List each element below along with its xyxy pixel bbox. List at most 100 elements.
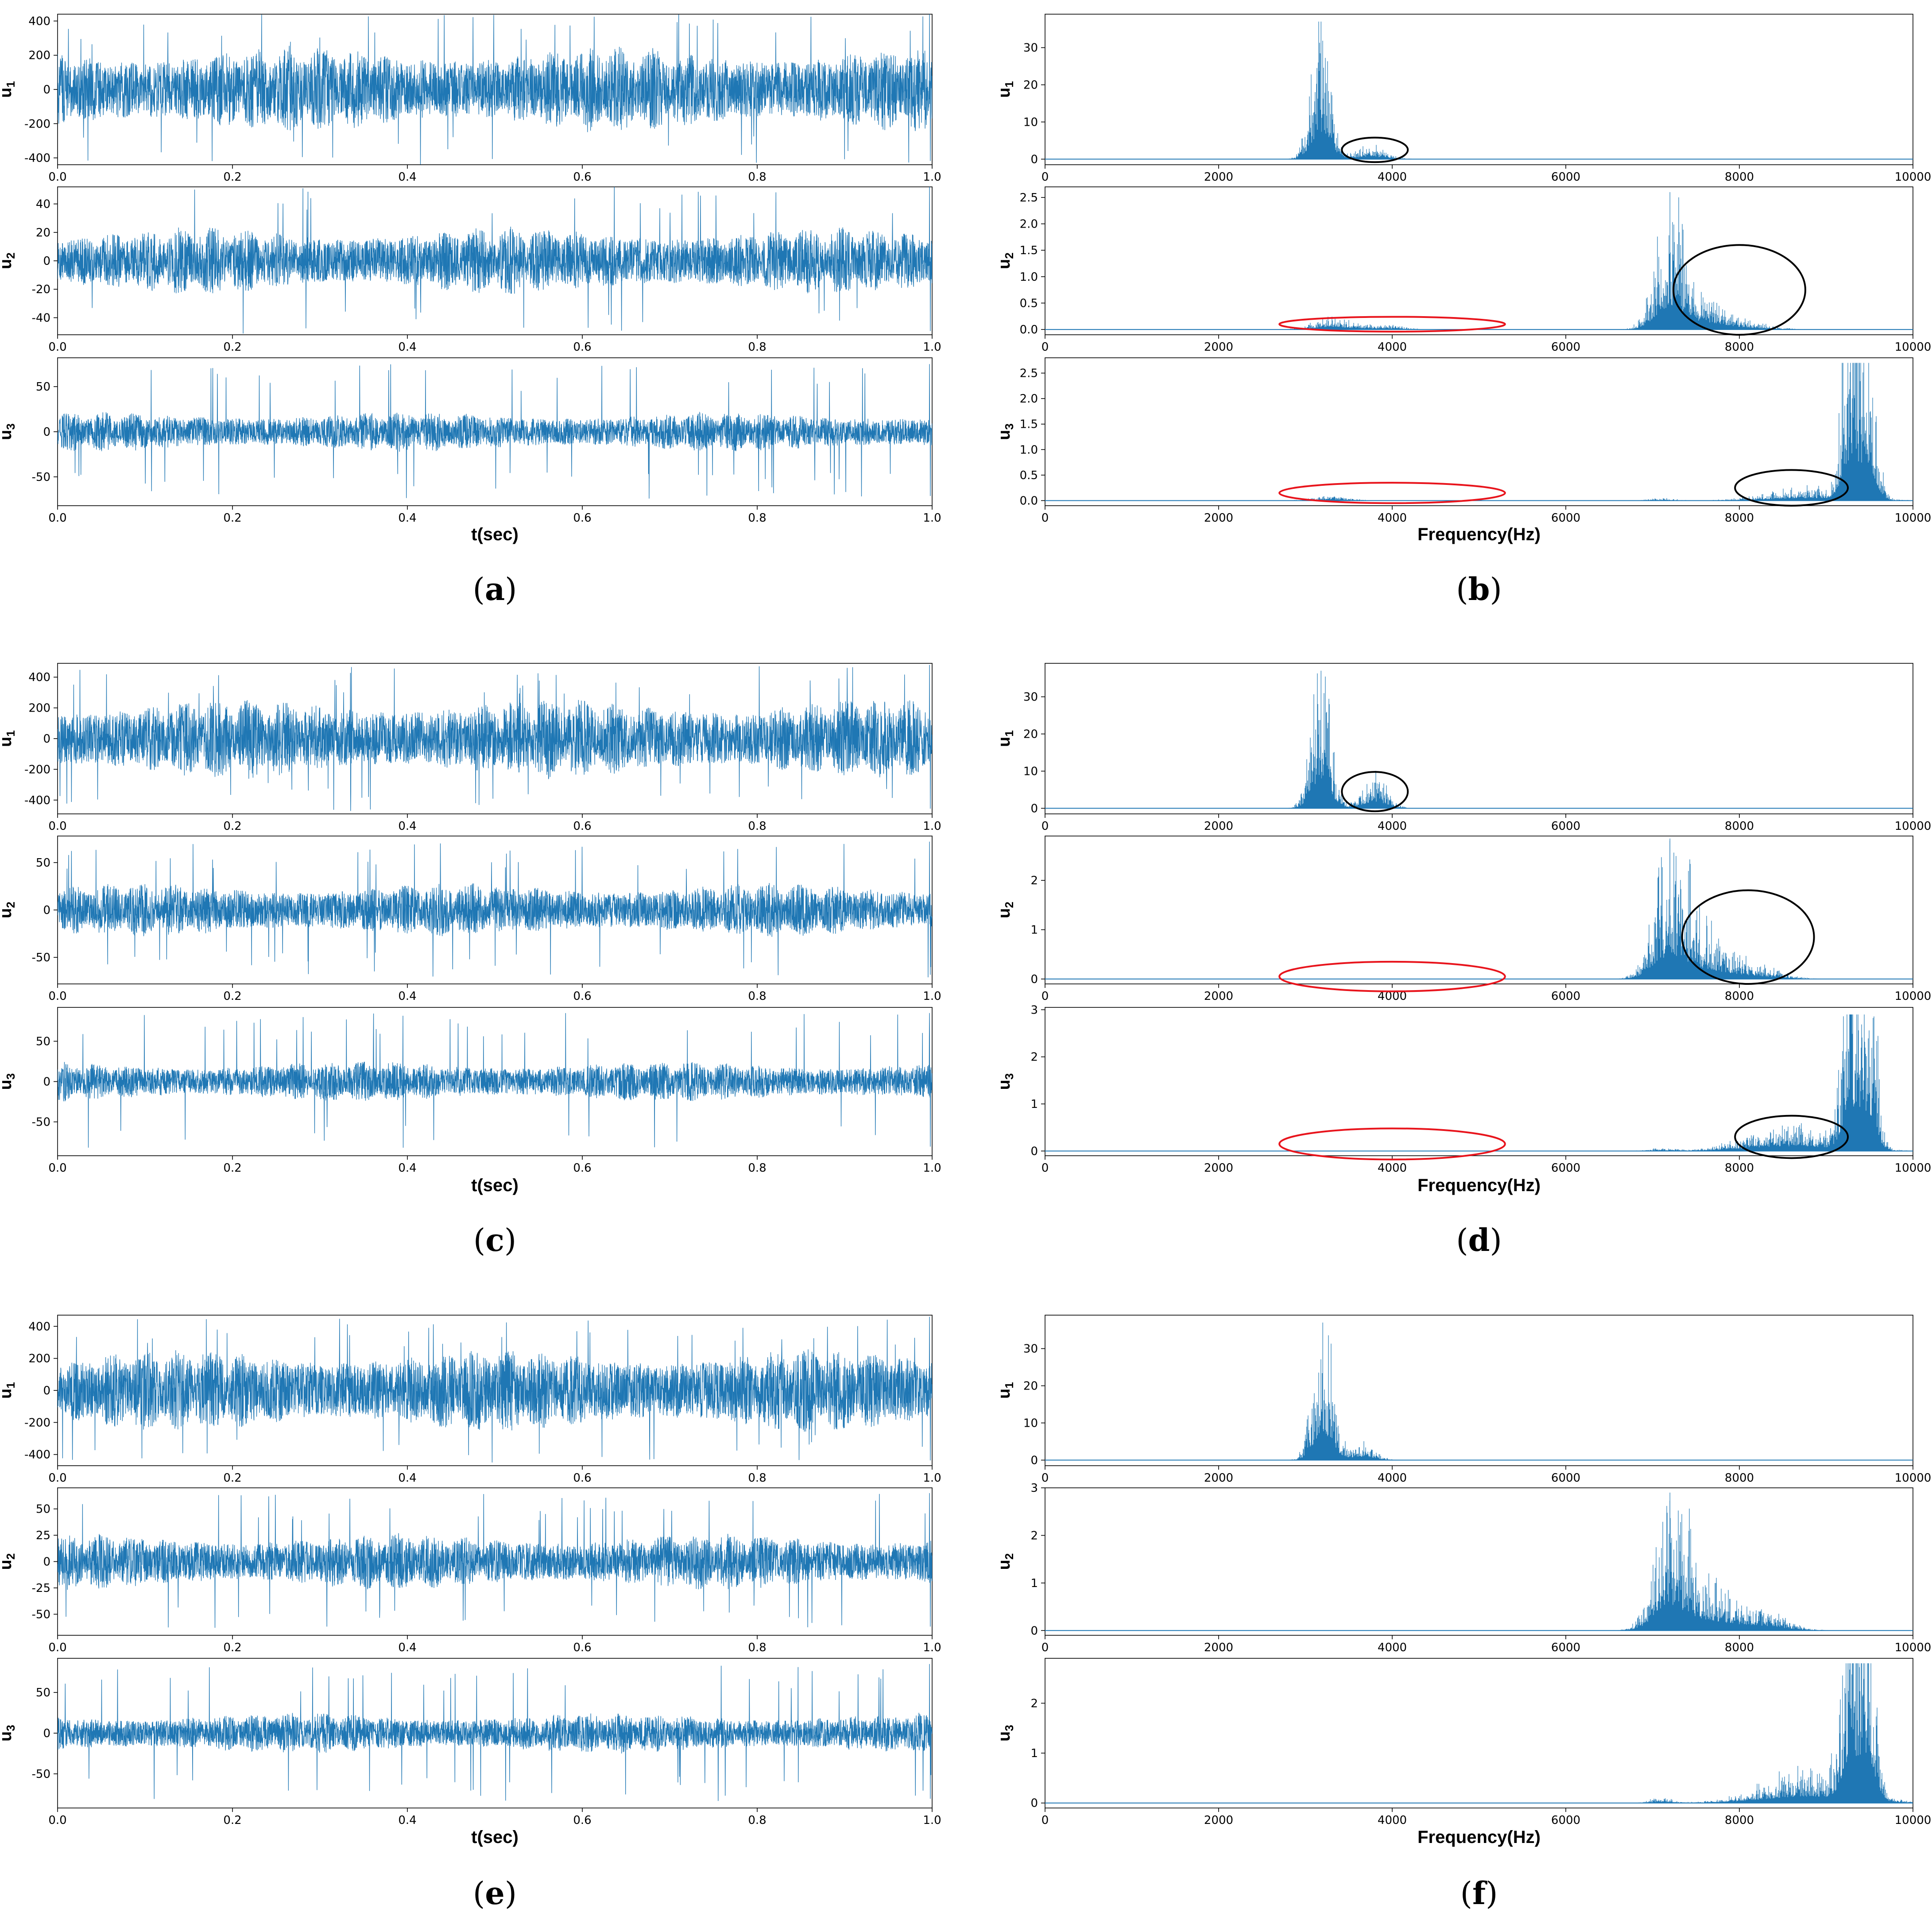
- x-tick-label: 2000: [1204, 1161, 1233, 1175]
- y-tick-label: 400: [28, 1320, 50, 1333]
- x-tick-label: 2000: [1204, 511, 1233, 525]
- panel-a-u1: -400 -200 0 200 400 0.0 0.2 0.4 0.6 0.8 1.0 u1: [0, 14, 941, 184]
- y-tick-label: 1: [1030, 1098, 1038, 1111]
- y-tick-label: 0: [1030, 1797, 1038, 1810]
- x-tick-label: 0.4: [398, 1161, 416, 1175]
- x-tick-label: 0: [1041, 511, 1049, 525]
- x-tick-label: 0.6: [573, 990, 591, 1003]
- y-tick-label: 1: [1030, 924, 1038, 937]
- x-tick-label: 8000: [1725, 990, 1754, 1003]
- black-annotation-ellipse: [1673, 244, 1806, 336]
- x-tick-label: 0.4: [398, 1814, 416, 1827]
- red-annotation-ellipse: [1278, 960, 1506, 992]
- x-tick-label: 4000: [1378, 341, 1407, 354]
- y-tick-label: 200: [28, 702, 50, 715]
- black-annotation-ellipse: [1681, 889, 1815, 985]
- x-tick-label: 0.0: [48, 1471, 66, 1485]
- x-tick-label: 0.8: [748, 820, 766, 833]
- y-tick-label: 50: [36, 1035, 50, 1048]
- y-tick-label: 0: [43, 255, 50, 268]
- y-tick-label: 1.0: [1020, 443, 1038, 457]
- y-axis-label: u2: [995, 1553, 1016, 1570]
- x-tick-label: 8000: [1725, 511, 1754, 525]
- x-tick-label: 10000: [1895, 820, 1932, 833]
- axes-frame: [1045, 1315, 1913, 1466]
- spectrum-line: [1599, 1492, 1859, 1631]
- y-axis-label: u3: [995, 1073, 1016, 1090]
- x-tick-label: 10000: [1895, 1814, 1932, 1827]
- y-axis-label: u1: [0, 730, 17, 747]
- x-tick-label: 4000: [1378, 820, 1407, 833]
- axes-frame: [1045, 1658, 1913, 1808]
- y-tick-label: -50: [32, 471, 50, 484]
- y-axis-label: u3: [995, 1725, 1016, 1742]
- y-tick-label: -20: [32, 283, 50, 296]
- caption-f: (f): [1460, 1875, 1498, 1912]
- x-tick-label: 2000: [1204, 1641, 1233, 1654]
- y-tick-label: 400: [28, 15, 50, 28]
- y-tick-label: 50: [36, 380, 50, 394]
- x-tick-label: 2000: [1204, 170, 1233, 184]
- x-tick-label: 10000: [1895, 170, 1932, 184]
- caption-d: (d): [1456, 1222, 1502, 1258]
- y-tick-label: -40: [32, 311, 50, 325]
- y-tick-label: 50: [36, 856, 50, 870]
- y-tick-label: 0.0: [1020, 323, 1038, 337]
- y-axis-label: u2: [995, 902, 1016, 918]
- panel-a-u3: -50 0 50 0.0 0.2 0.4 0.6 0.8 1.0 u3: [0, 357, 941, 525]
- spectrum-line: [1629, 1663, 1913, 1803]
- x-tick-label: 0.2: [223, 820, 241, 833]
- signal-line: [58, 187, 932, 334]
- y-tick-label: 0: [1030, 1624, 1038, 1638]
- x-tick-label: 0.6: [573, 341, 591, 354]
- signal-line: [58, 1013, 932, 1148]
- x-tick-label: 4000: [1378, 1471, 1407, 1485]
- spectrum-line: [1269, 192, 1835, 330]
- red-annotation-ellipse: [1278, 482, 1506, 504]
- x-tick-label: 0.4: [398, 170, 416, 184]
- y-tick-label: 0: [43, 732, 50, 746]
- x-tick-label: 0.6: [573, 1161, 591, 1175]
- y-tick-label: 0.5: [1020, 297, 1038, 310]
- x-tick-label: 0.8: [748, 1641, 766, 1654]
- y-axis-label: u2: [995, 252, 1016, 269]
- y-axis-label: u2: [0, 252, 17, 269]
- x-axis-label-c: t(sec): [471, 1176, 519, 1195]
- y-tick-label: 1: [1030, 1577, 1038, 1590]
- y-tick-label: 0: [1030, 973, 1038, 986]
- x-tick-label: 8000: [1725, 1161, 1754, 1175]
- y-tick-label: 2.0: [1020, 218, 1038, 231]
- panel-f-u2: 0 1 2 3 0 2000 4000 6000 8000 10000 u2: [995, 1482, 1931, 1654]
- x-tick-label: 6000: [1551, 511, 1580, 525]
- x-tick-label: 8000: [1725, 1641, 1754, 1654]
- x-tick-label: 1.0: [923, 1471, 941, 1485]
- y-tick-label: 0: [43, 1076, 50, 1089]
- x-tick-label: 0.2: [223, 990, 241, 1003]
- x-tick-label: 0: [1041, 1161, 1049, 1175]
- x-tick-label: 0.2: [223, 1471, 241, 1485]
- x-tick-label: 8000: [1725, 341, 1754, 354]
- axes-frame: [1045, 186, 1913, 335]
- x-tick-label: 0.2: [223, 511, 241, 525]
- y-tick-label: 10: [1023, 116, 1038, 129]
- x-tick-label: 0.2: [223, 341, 241, 354]
- y-tick-label: -400: [24, 152, 50, 165]
- x-tick-label: 6000: [1551, 990, 1580, 1003]
- x-tick-label: 0.6: [573, 511, 591, 525]
- y-axis-label: u1: [995, 1382, 1016, 1399]
- x-tick-label: 6000: [1551, 820, 1580, 833]
- y-tick-label: 400: [28, 671, 50, 684]
- x-tick-label: 2000: [1204, 990, 1233, 1003]
- x-tick-label: 6000: [1551, 1471, 1580, 1485]
- x-tick-label: 8000: [1725, 170, 1754, 184]
- x-tick-label: 0.2: [223, 170, 241, 184]
- y-tick-label: 0: [43, 426, 50, 439]
- y-axis-label: u2: [0, 1553, 17, 1570]
- x-tick-label: 0.8: [748, 1471, 766, 1485]
- x-tick-label: 10000: [1895, 341, 1932, 354]
- y-axis-label: u3: [0, 1073, 17, 1090]
- x-tick-label: 8000: [1725, 820, 1754, 833]
- y-tick-label: 50: [36, 1686, 50, 1699]
- signal-line: [58, 841, 932, 978]
- y-tick-label: 2.0: [1020, 392, 1038, 406]
